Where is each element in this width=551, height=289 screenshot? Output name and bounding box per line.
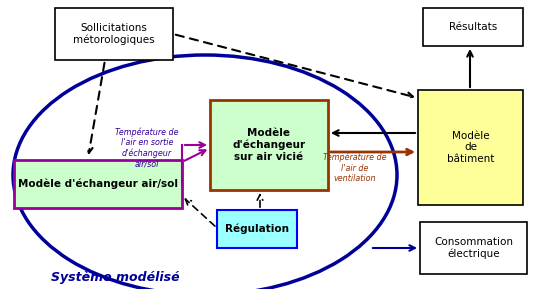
FancyBboxPatch shape <box>418 90 523 205</box>
Text: Régulation: Régulation <box>225 224 289 234</box>
Text: Système modélisé: Système modélisé <box>51 271 179 284</box>
Text: Consommation
électrique: Consommation électrique <box>434 237 513 259</box>
Text: Température de
l'air de
ventilation: Température de l'air de ventilation <box>323 153 387 183</box>
Text: Résultats: Résultats <box>449 22 497 32</box>
FancyBboxPatch shape <box>210 100 328 190</box>
FancyBboxPatch shape <box>423 8 523 46</box>
Text: Sollicitations
métorologiques: Sollicitations métorologiques <box>73 23 155 45</box>
FancyBboxPatch shape <box>14 160 182 208</box>
FancyBboxPatch shape <box>217 210 297 248</box>
Text: Modèle
d'échangeur
sur air vicié: Modèle d'échangeur sur air vicié <box>233 128 306 162</box>
Text: Modèle
de
bâtiment: Modèle de bâtiment <box>447 131 494 164</box>
FancyBboxPatch shape <box>55 8 173 60</box>
Text: Modèle d'échangeur air/sol: Modèle d'échangeur air/sol <box>18 179 178 189</box>
Text: Température de
l'air en sortie
d'échangeur
air/sol: Température de l'air en sortie d'échange… <box>115 127 179 169</box>
FancyBboxPatch shape <box>420 222 527 274</box>
